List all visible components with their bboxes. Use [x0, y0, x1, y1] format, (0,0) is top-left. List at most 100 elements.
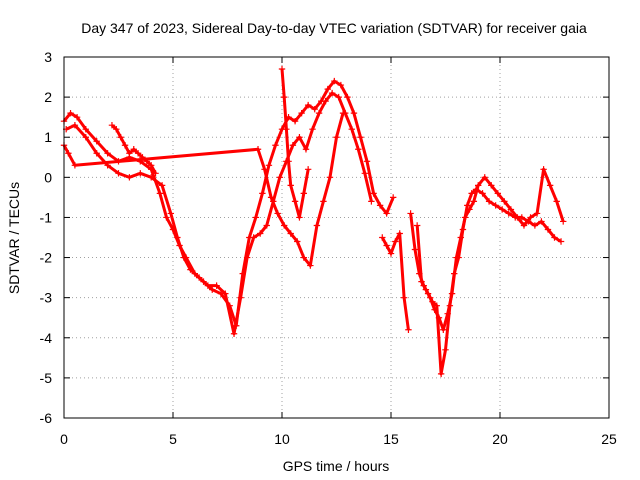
- data-point: [376, 202, 384, 209]
- data-point: [422, 286, 430, 293]
- data-point: [283, 126, 290, 133]
- data-point: [304, 101, 312, 109]
- data-point: [250, 234, 257, 241]
- data-point: [296, 134, 303, 141]
- data-point: [291, 117, 299, 125]
- data-point: [237, 294, 244, 301]
- data-point: [544, 226, 552, 233]
- data-point: [488, 182, 495, 189]
- series-trace-d: [278, 65, 312, 221]
- data-point: [470, 198, 478, 205]
- data-point: [383, 210, 390, 217]
- y-tick-label: -6: [40, 410, 53, 426]
- data-point: [557, 238, 565, 245]
- data-point: [117, 134, 124, 141]
- y-tick-label: 1: [44, 129, 52, 145]
- x-tick-label: 10: [274, 431, 290, 447]
- data-point: [285, 158, 292, 165]
- x-tick-label: 25: [601, 431, 617, 447]
- data-point: [440, 326, 447, 333]
- data-point: [130, 146, 137, 153]
- data-point: [167, 210, 175, 217]
- data-point: [400, 294, 408, 301]
- data-point: [553, 198, 560, 205]
- data-point: [514, 214, 521, 221]
- data-point: [324, 85, 331, 93]
- data-point: [407, 210, 414, 217]
- data-point: [475, 182, 482, 189]
- data-point: [148, 162, 155, 169]
- y-tick-label: 0: [44, 169, 52, 185]
- data-point: [383, 242, 390, 249]
- data-point: [152, 170, 159, 177]
- data-point: [243, 254, 251, 261]
- data-point: [195, 274, 203, 281]
- data-point: [139, 154, 146, 161]
- y-tick-label: -5: [40, 370, 53, 386]
- data-point: [143, 158, 151, 165]
- data-point: [261, 166, 268, 173]
- data-point: [115, 170, 122, 177]
- data-point: [560, 218, 567, 225]
- plot-frame: [63, 56, 610, 419]
- data-point: [300, 190, 307, 197]
- series-trace-c: [60, 109, 347, 269]
- data-point: [501, 198, 508, 205]
- data-point: [187, 266, 194, 273]
- data-point: [328, 89, 336, 97]
- data-point: [104, 150, 111, 157]
- data-point: [307, 262, 314, 269]
- data-point: [494, 190, 502, 197]
- data-point: [418, 278, 425, 285]
- data-point: [411, 246, 419, 253]
- data-point: [379, 234, 386, 241]
- data-point: [322, 97, 329, 105]
- data-point: [337, 81, 345, 89]
- y-tick-label: 2: [44, 89, 52, 105]
- data-point: [302, 146, 310, 153]
- data-point: [368, 198, 375, 205]
- data-point: [531, 222, 539, 229]
- data-point: [309, 126, 316, 133]
- data-point: [361, 170, 369, 177]
- data-point: [348, 126, 355, 133]
- data-point: [370, 190, 377, 197]
- y-tick-label: -3: [40, 290, 53, 306]
- data-point: [311, 105, 318, 113]
- data-point: [435, 314, 443, 321]
- x-tick-label: 0: [60, 431, 68, 447]
- x-tick-label: 15: [383, 431, 399, 447]
- data-point: [320, 198, 327, 205]
- data-point: [313, 222, 321, 229]
- data-point: [387, 250, 395, 257]
- data-point: [93, 150, 100, 157]
- data-point: [405, 326, 412, 333]
- data-point: [126, 174, 133, 181]
- data-point: [461, 214, 469, 221]
- data-point: [272, 142, 279, 149]
- data-point: [300, 254, 307, 261]
- y-tick-label: -1: [40, 209, 53, 225]
- data-point: [265, 162, 273, 169]
- data-point: [163, 214, 170, 221]
- data-point: [298, 109, 305, 117]
- data-point: [396, 230, 403, 237]
- data-point: [355, 146, 362, 153]
- data-point: [492, 202, 499, 209]
- data-point: [137, 170, 144, 177]
- data-point: [466, 206, 473, 213]
- data-point: [457, 234, 464, 241]
- data-point: [148, 174, 155, 181]
- data-point: [280, 93, 288, 101]
- series-trace-g: [413, 166, 567, 333]
- x-tick-label: 5: [169, 431, 177, 447]
- data-series: [60, 65, 567, 378]
- data-point: [204, 282, 212, 289]
- data-point: [276, 174, 284, 181]
- data-point: [444, 310, 451, 317]
- data-point: [389, 194, 397, 201]
- data-point: [82, 134, 89, 141]
- data-point: [546, 182, 554, 189]
- data-point: [71, 162, 79, 169]
